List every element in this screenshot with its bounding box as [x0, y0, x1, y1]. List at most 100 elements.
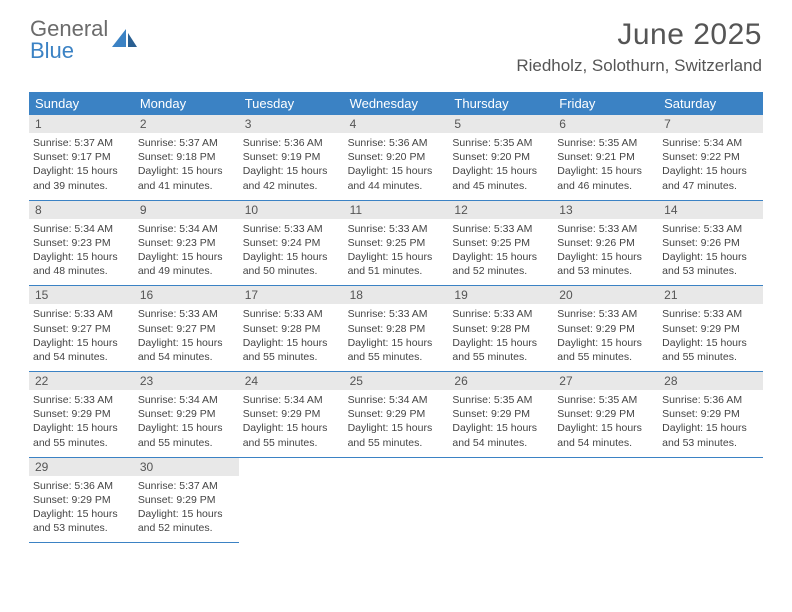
- sunrise-line: Sunrise: 5:36 AM: [33, 479, 130, 493]
- daylight-line: Daylight: 15 hours and 48 minutes.: [33, 250, 130, 278]
- daylight-line: Daylight: 15 hours and 47 minutes.: [662, 164, 759, 192]
- sunrise-line: Sunrise: 5:33 AM: [452, 307, 549, 321]
- day-number: 15: [29, 286, 134, 304]
- day-number: 7: [658, 115, 763, 133]
- day-cell: 10Sunrise: 5:33 AMSunset: 9:24 PMDayligh…: [239, 201, 344, 287]
- day-details: Sunrise: 5:36 AMSunset: 9:20 PMDaylight:…: [344, 133, 449, 193]
- sunrise-line: Sunrise: 5:33 AM: [662, 222, 759, 236]
- sunrise-line: Sunrise: 5:33 AM: [243, 307, 340, 321]
- day-details: Sunrise: 5:34 AMSunset: 9:22 PMDaylight:…: [658, 133, 763, 193]
- day-number: 23: [134, 372, 239, 390]
- day-cell: 3Sunrise: 5:36 AMSunset: 9:19 PMDaylight…: [239, 115, 344, 201]
- sunset-line: Sunset: 9:26 PM: [662, 236, 759, 250]
- day-details: Sunrise: 5:36 AMSunset: 9:29 PMDaylight:…: [29, 476, 134, 536]
- day-number: 30: [134, 458, 239, 476]
- sunset-line: Sunset: 9:29 PM: [33, 493, 130, 507]
- day-number: 17: [239, 286, 344, 304]
- day-cell: 9Sunrise: 5:34 AMSunset: 9:23 PMDaylight…: [134, 201, 239, 287]
- day-details: Sunrise: 5:37 AMSunset: 9:18 PMDaylight:…: [134, 133, 239, 193]
- day-cell: 12 Sunrise: 5:33 AMSunset: 9:25 PMDayligh…: [448, 201, 553, 287]
- day-number: 12: [448, 201, 553, 219]
- day-cell: 1Sunrise: 5:37 AMSunset: 9:17 PMDaylight…: [29, 115, 134, 201]
- sunrise-line: Sunrise: 5:35 AM: [557, 393, 654, 407]
- sunrise-line: Sunrise: 5:37 AM: [33, 136, 130, 150]
- sunset-line: Sunset: 9:29 PM: [138, 493, 235, 507]
- day-number: 24: [239, 372, 344, 390]
- day-details: Sunrise: 5:34 AMSunset: 9:23 PMDaylight:…: [134, 219, 239, 279]
- sunrise-line: Sunrise: 5:35 AM: [452, 136, 549, 150]
- day-details: Sunrise: 5:33 AMSunset: 9:29 PMDaylight:…: [29, 390, 134, 450]
- daylight-line: Daylight: 15 hours and 52 minutes.: [138, 507, 235, 535]
- weekday-header: Monday: [134, 92, 239, 115]
- day-details: Sunrise: 5:33 AMSunset: 9:28 PMDaylight:…: [344, 304, 449, 364]
- sunrise-line: Sunrise: 5:33 AM: [557, 222, 654, 236]
- sunrise-line: Sunrise: 5:33 AM: [138, 307, 235, 321]
- daylight-line: Daylight: 15 hours and 55 minutes.: [452, 336, 549, 364]
- day-number: 10: [239, 201, 344, 219]
- empty-cell: [239, 458, 344, 544]
- sunset-line: Sunset: 9:23 PM: [33, 236, 130, 250]
- daylight-line: Daylight: 15 hours and 45 minutes.: [452, 164, 549, 192]
- day-details: Sunrise: 5:33 AMSunset: 9:25 PMDaylight:…: [344, 219, 449, 279]
- brand-part2: Blue: [30, 38, 74, 63]
- weekday-header: Wednesday: [344, 92, 449, 115]
- page-header: General Blue June 2025 Riedholz, Solothu…: [0, 0, 792, 82]
- title-block: June 2025 Riedholz, Solothurn, Switzerla…: [516, 18, 762, 76]
- day-number: 27: [553, 372, 658, 390]
- day-cell: 24Sunrise: 5:34 AMSunset: 9:29 PMDayligh…: [239, 372, 344, 458]
- day-details: Sunrise: 5:37 AMSunset: 9:29 PMDaylight:…: [134, 476, 239, 536]
- day-cell: 23Sunrise: 5:34 AMSunset: 9:29 PMDayligh…: [134, 372, 239, 458]
- sunset-line: Sunset: 9:29 PM: [662, 407, 759, 421]
- day-number: 18: [344, 286, 449, 304]
- day-cell: 15 Sunrise: 5:33 AMSunset: 9:27 PMDayligh…: [29, 286, 134, 372]
- sunrise-line: Sunrise: 5:33 AM: [243, 222, 340, 236]
- sunrise-line: Sunrise: 5:33 AM: [452, 222, 549, 236]
- day-details: Sunrise: 5:34 AMSunset: 9:29 PMDaylight:…: [344, 390, 449, 450]
- day-details: Sunrise: 5:34 AMSunset: 9:29 PMDaylight:…: [134, 390, 239, 450]
- sunrise-line: Sunrise: 5:33 AM: [348, 222, 445, 236]
- sunset-line: Sunset: 9:27 PM: [33, 322, 130, 336]
- sunset-line: Sunset: 9:28 PM: [452, 322, 549, 336]
- daylight-line: Daylight: 15 hours and 55 minutes.: [348, 336, 445, 364]
- sunrise-line: Sunrise: 5:33 AM: [557, 307, 654, 321]
- sunset-line: Sunset: 9:20 PM: [348, 150, 445, 164]
- brand-logo: General Blue: [30, 18, 138, 62]
- day-number: 14: [658, 201, 763, 219]
- sunrise-line: Sunrise: 5:36 AM: [243, 136, 340, 150]
- day-number: 11: [344, 201, 449, 219]
- daylight-line: Daylight: 15 hours and 54 minutes.: [33, 336, 130, 364]
- day-details: Sunrise: 5:33 AMSunset: 9:26 PMDaylight:…: [553, 219, 658, 279]
- day-number: 20: [553, 286, 658, 304]
- sunset-line: Sunset: 9:29 PM: [33, 407, 130, 421]
- sunset-line: Sunset: 9:29 PM: [452, 407, 549, 421]
- day-number: 22: [29, 372, 134, 390]
- day-details: Sunrise: 5:35 AMSunset: 9:29 PMDaylight:…: [553, 390, 658, 450]
- sunrise-line: Sunrise: 5:37 AM: [138, 136, 235, 150]
- daylight-line: Daylight: 15 hours and 52 minutes.: [452, 250, 549, 278]
- sunrise-line: Sunrise: 5:33 AM: [33, 307, 130, 321]
- sunrise-line: Sunrise: 5:34 AM: [662, 136, 759, 150]
- day-cell: 5Sunrise: 5:35 AMSunset: 9:20 PMDaylight…: [448, 115, 553, 201]
- day-details: Sunrise: 5:36 AMSunset: 9:29 PMDaylight:…: [658, 390, 763, 450]
- sunrise-line: Sunrise: 5:34 AM: [138, 393, 235, 407]
- day-cell: 2Sunrise: 5:37 AMSunset: 9:18 PMDaylight…: [134, 115, 239, 201]
- sunset-line: Sunset: 9:25 PM: [452, 236, 549, 250]
- day-cell: 28Sunrise: 5:36 AMSunset: 9:29 PMDayligh…: [658, 372, 763, 458]
- day-cell: 18Sunrise: 5:33 AMSunset: 9:28 PMDayligh…: [344, 286, 449, 372]
- day-number: 19: [448, 286, 553, 304]
- day-cell: 4Sunrise: 5:36 AMSunset: 9:20 PMDaylight…: [344, 115, 449, 201]
- sunset-line: Sunset: 9:23 PM: [138, 236, 235, 250]
- daylight-line: Daylight: 15 hours and 39 minutes.: [33, 164, 130, 192]
- day-details: Sunrise: 5:34 AMSunset: 9:23 PMDaylight:…: [29, 219, 134, 279]
- daylight-line: Daylight: 15 hours and 55 minutes.: [243, 336, 340, 364]
- sunrise-line: Sunrise: 5:34 AM: [243, 393, 340, 407]
- sunset-line: Sunset: 9:29 PM: [557, 407, 654, 421]
- empty-cell: [344, 458, 449, 544]
- day-cell: 7Sunrise: 5:34 AMSunset: 9:22 PMDaylight…: [658, 115, 763, 201]
- days-grid: 1Sunrise: 5:37 AMSunset: 9:17 PMDaylight…: [29, 115, 763, 543]
- daylight-line: Daylight: 15 hours and 46 minutes.: [557, 164, 654, 192]
- day-cell: 14Sunrise: 5:33 AMSunset: 9:26 PMDayligh…: [658, 201, 763, 287]
- day-cell: 8Sunrise: 5:34 AMSunset: 9:23 PMDaylight…: [29, 201, 134, 287]
- sunrise-line: Sunrise: 5:33 AM: [33, 393, 130, 407]
- sunrise-line: Sunrise: 5:36 AM: [662, 393, 759, 407]
